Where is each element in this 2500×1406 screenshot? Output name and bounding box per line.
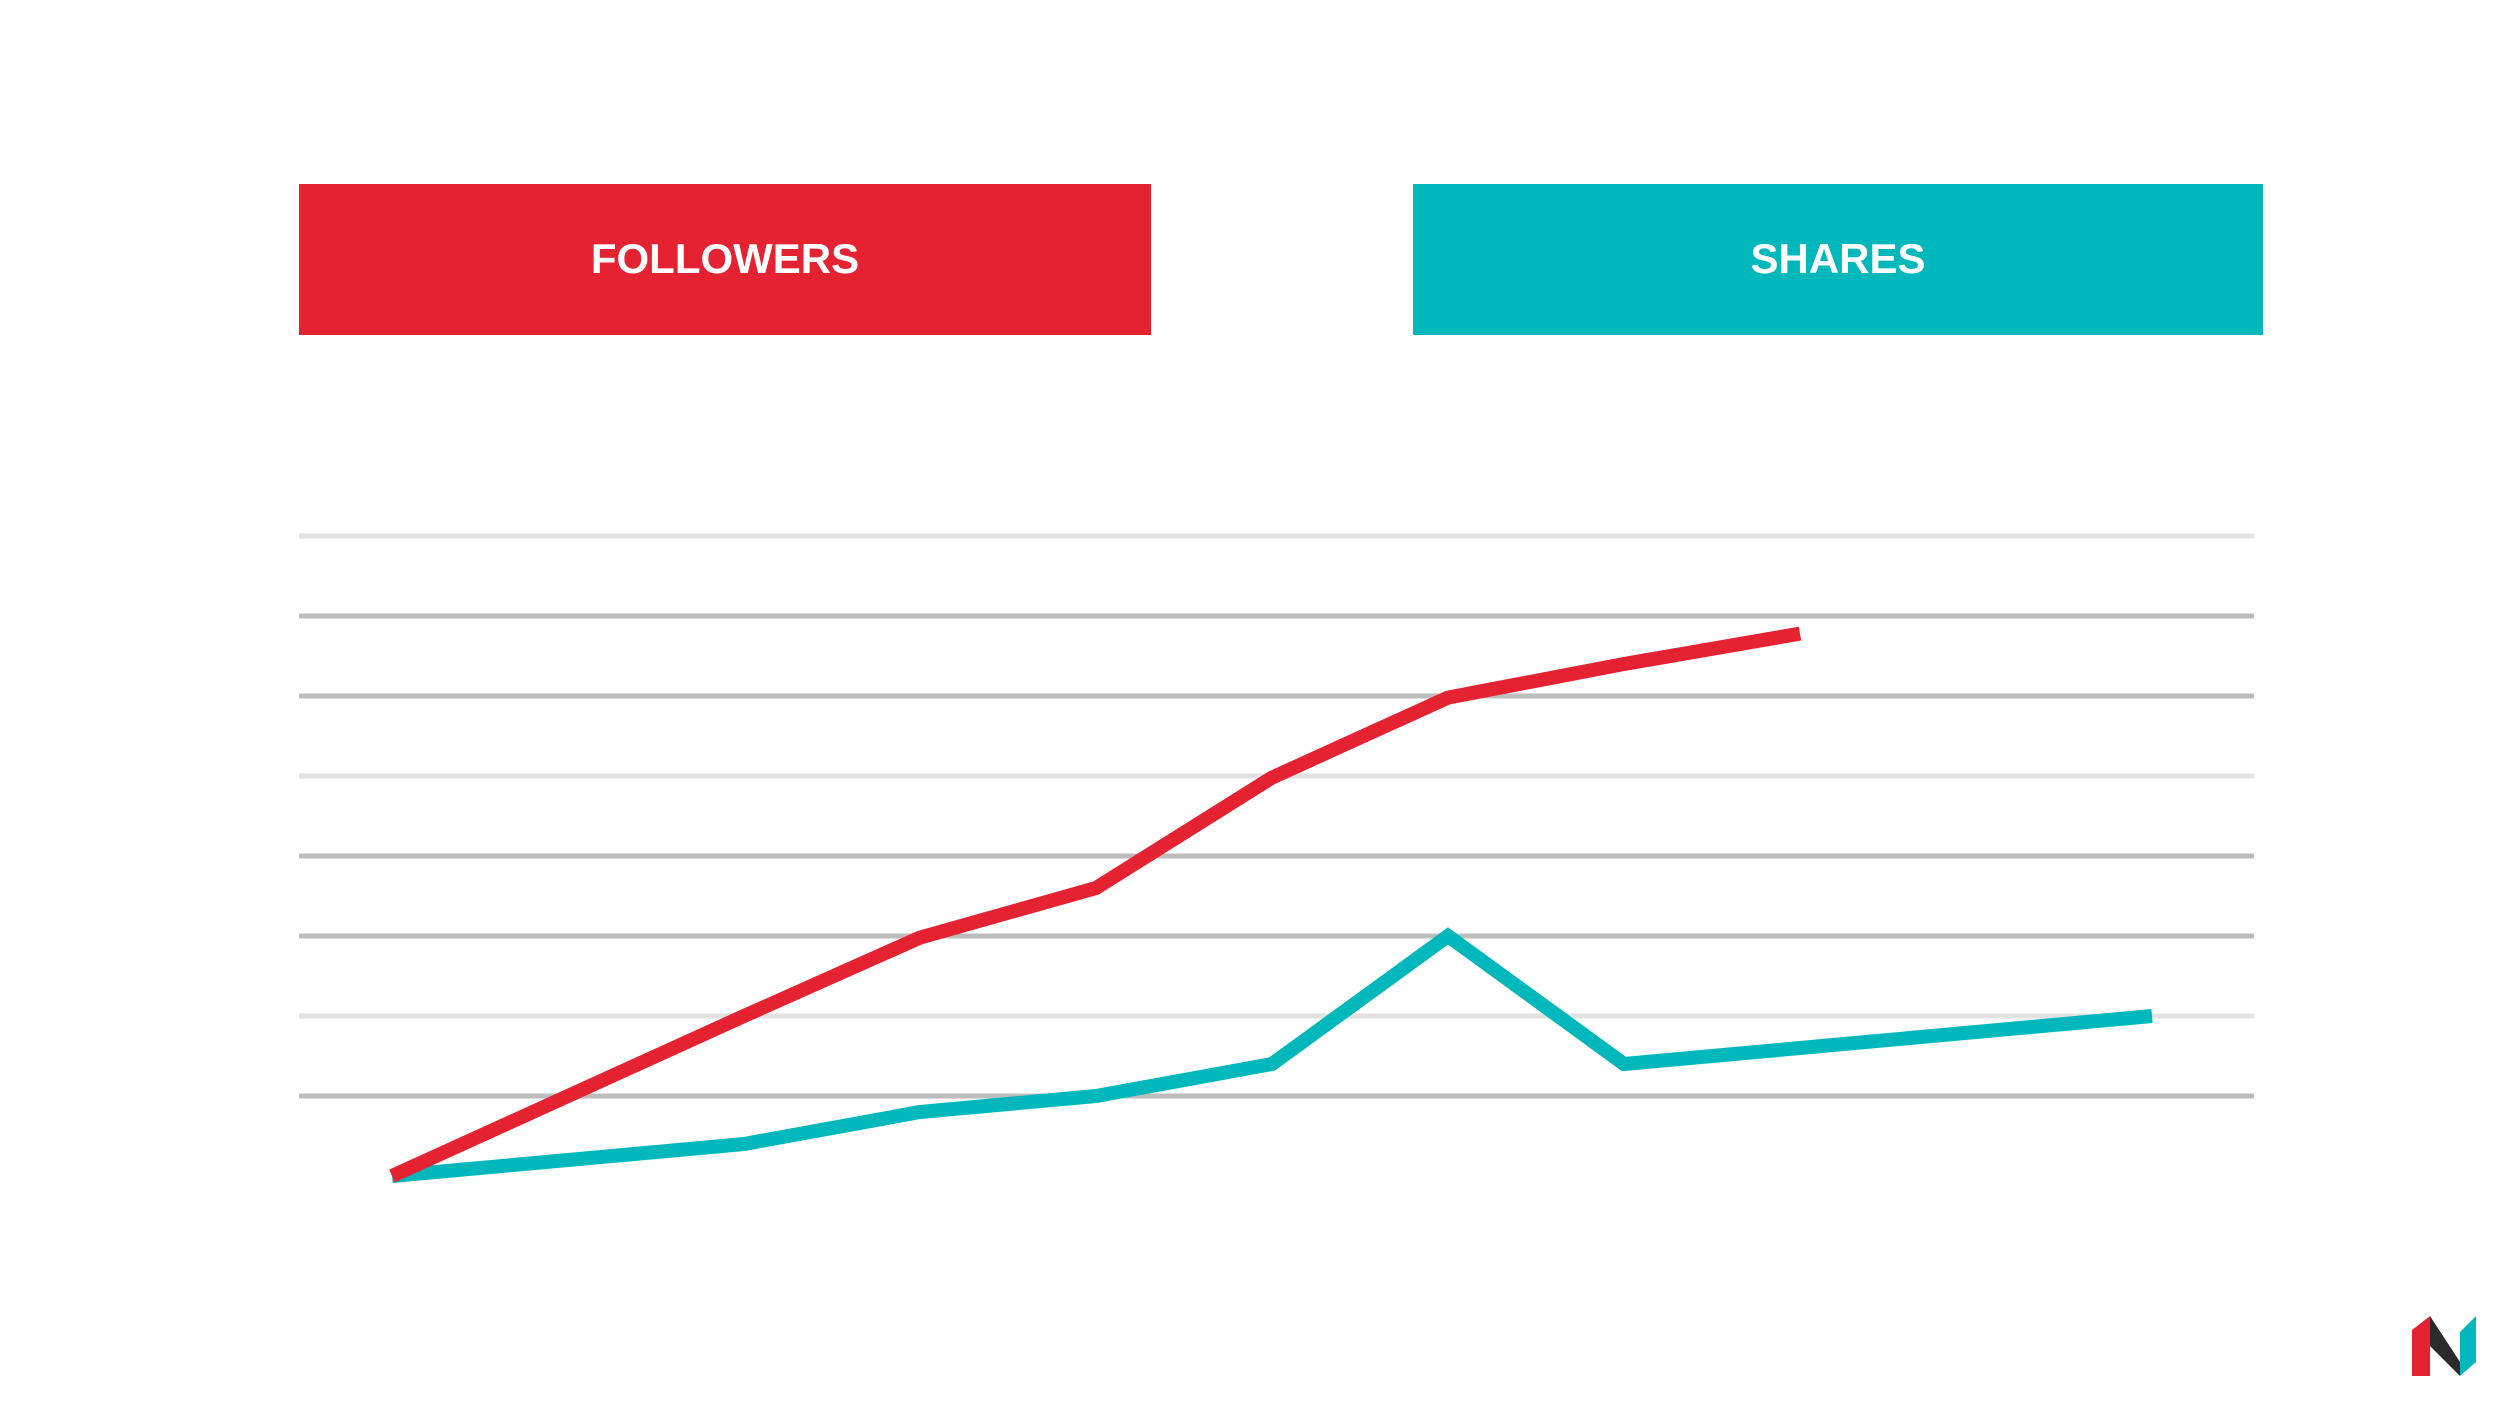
data-line (389, 626, 1802, 1183)
logo-middle (2430, 1316, 2460, 1376)
logo (2412, 1316, 2476, 1376)
logo-left (2412, 1316, 2430, 1376)
data-line (391, 927, 2153, 1183)
legend-box (1413, 184, 2263, 335)
legend-label: FOLLOWERS (591, 235, 859, 282)
legend-box (299, 184, 1151, 335)
legend-label: SHARES (1750, 235, 1925, 282)
logo-right (2460, 1316, 2476, 1376)
